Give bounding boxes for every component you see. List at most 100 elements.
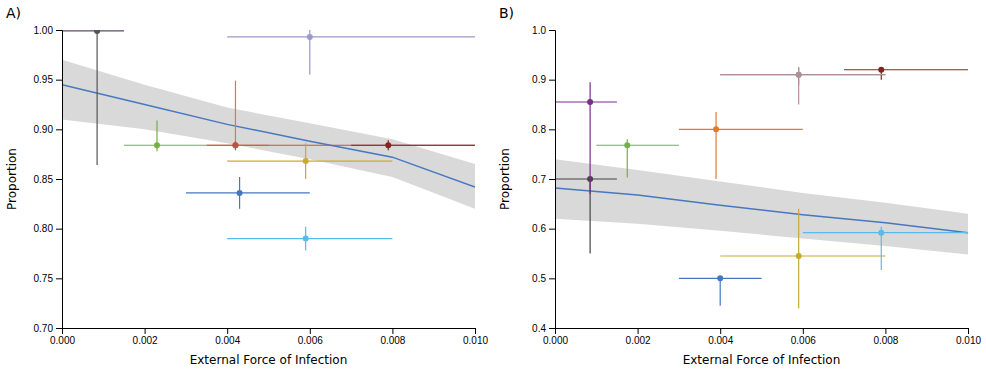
tick: 0.90 <box>34 124 62 135</box>
axis-line <box>556 329 969 335</box>
tick-label: 0.8 <box>532 124 546 135</box>
tick-mark <box>56 278 62 279</box>
tick-label: 0.4 <box>532 323 546 334</box>
data-point <box>717 275 723 281</box>
tick-label: 0.000 <box>543 335 568 346</box>
tick: 1.00 <box>34 25 62 36</box>
tick-mark <box>549 278 555 279</box>
data-point-group <box>62 30 124 165</box>
x-axis: 0.0000.0020.0040.0060.0080.010 <box>543 328 981 346</box>
tick-mark <box>145 328 146 334</box>
y-axis: 0.70 0.75 0.80 0.85 0.90 0.95 1.00 <box>34 25 63 334</box>
panel: 0.0000.0020.0040.0060.0080.0100.40.50.60… <box>498 5 981 367</box>
x-error-bar <box>555 101 617 102</box>
data-point-group <box>227 143 392 179</box>
tick-label: 1.0 <box>532 25 546 36</box>
tick: 0.80 <box>34 223 62 234</box>
tick: 0.75 <box>34 273 62 284</box>
tick-mark <box>56 179 62 180</box>
tick: 0.008 <box>873 328 898 346</box>
tick-label: 1.00 <box>34 25 54 36</box>
tick-label: 0.002 <box>626 335 651 346</box>
tick: 0.9 <box>532 74 555 85</box>
tick-label: 0.006 <box>298 335 323 346</box>
data-point <box>796 253 802 259</box>
x-error-bar <box>207 145 475 146</box>
tick-label: 0.70 <box>34 323 54 334</box>
data-point <box>303 158 309 164</box>
x-error-bar <box>186 192 310 193</box>
tick-mark <box>885 328 886 334</box>
tick: 0.000 <box>543 328 568 346</box>
tick-label: 0.7 <box>532 174 546 185</box>
y-error-bar <box>235 81 236 151</box>
data-point <box>796 72 802 78</box>
plot-area <box>62 30 475 251</box>
axis-line <box>63 329 476 335</box>
data-point <box>385 142 391 148</box>
tick-mark <box>638 328 639 334</box>
fit-line <box>62 85 475 187</box>
x-error-bar <box>62 30 124 31</box>
y-error-bar <box>720 278 721 305</box>
data-point <box>154 142 160 148</box>
tick-label: 0.008 <box>873 335 898 346</box>
tick-label: 0.9 <box>532 74 546 85</box>
x-error-bar <box>720 74 885 75</box>
x-error-bar <box>596 145 679 146</box>
data-point-group <box>555 82 617 194</box>
data-point <box>232 142 238 148</box>
tick-mark <box>549 179 555 180</box>
tick: 0.004 <box>215 328 240 346</box>
x-error-bar <box>227 161 392 162</box>
tick-label: 0.75 <box>34 273 54 284</box>
y-axis: 0.40.50.60.70.80.91.0 <box>532 25 555 334</box>
tick-mark <box>227 328 228 334</box>
x-axis-title: External Force of Infection <box>683 353 841 367</box>
x-error-bar <box>351 145 475 146</box>
data-point-group <box>62 30 124 33</box>
data-point-group <box>679 112 803 179</box>
tick-label: 0.010 <box>463 335 488 346</box>
tick-mark <box>968 328 969 334</box>
data-point-group <box>207 81 269 151</box>
data-point-group <box>803 227 968 270</box>
data-point <box>307 34 313 40</box>
data-point <box>796 72 802 78</box>
y-axis-title: Proportion <box>5 148 19 210</box>
data-point <box>94 30 100 33</box>
x-error-bar <box>679 129 803 130</box>
tick-mark <box>803 328 804 334</box>
tick-label: 0.010 <box>956 335 981 346</box>
tick-mark <box>549 30 555 31</box>
x-error-bar <box>803 232 968 233</box>
y-error-bar <box>715 112 716 179</box>
x-error-bar <box>720 74 885 75</box>
data-point-group <box>720 209 885 308</box>
x-error-bar <box>227 36 475 37</box>
data-point <box>232 142 238 148</box>
data-point-group <box>844 67 968 80</box>
panel-title: A) <box>6 5 21 21</box>
tick-mark <box>56 30 62 31</box>
data-point <box>878 230 884 236</box>
tick: 0.95 <box>34 74 62 85</box>
x-error-bar <box>720 255 885 256</box>
tick: 0.002 <box>626 328 651 346</box>
tick-label: 0.000 <box>50 335 75 346</box>
tick: 0.85 <box>34 174 62 185</box>
tick: 0.008 <box>380 328 405 346</box>
tick-label: 0.002 <box>133 335 158 346</box>
tick: 0.010 <box>463 328 488 346</box>
data-point <box>94 30 100 34</box>
data-point-group <box>555 176 617 254</box>
y-error-bar <box>590 82 591 194</box>
tick-mark <box>310 328 311 334</box>
fit-line <box>555 188 968 233</box>
tick-mark <box>56 129 62 130</box>
tick-mark <box>549 229 555 230</box>
x-error-bar <box>555 178 617 179</box>
data-point <box>303 236 309 242</box>
data-point-group <box>186 177 310 209</box>
tick-label: 0.008 <box>380 335 405 346</box>
